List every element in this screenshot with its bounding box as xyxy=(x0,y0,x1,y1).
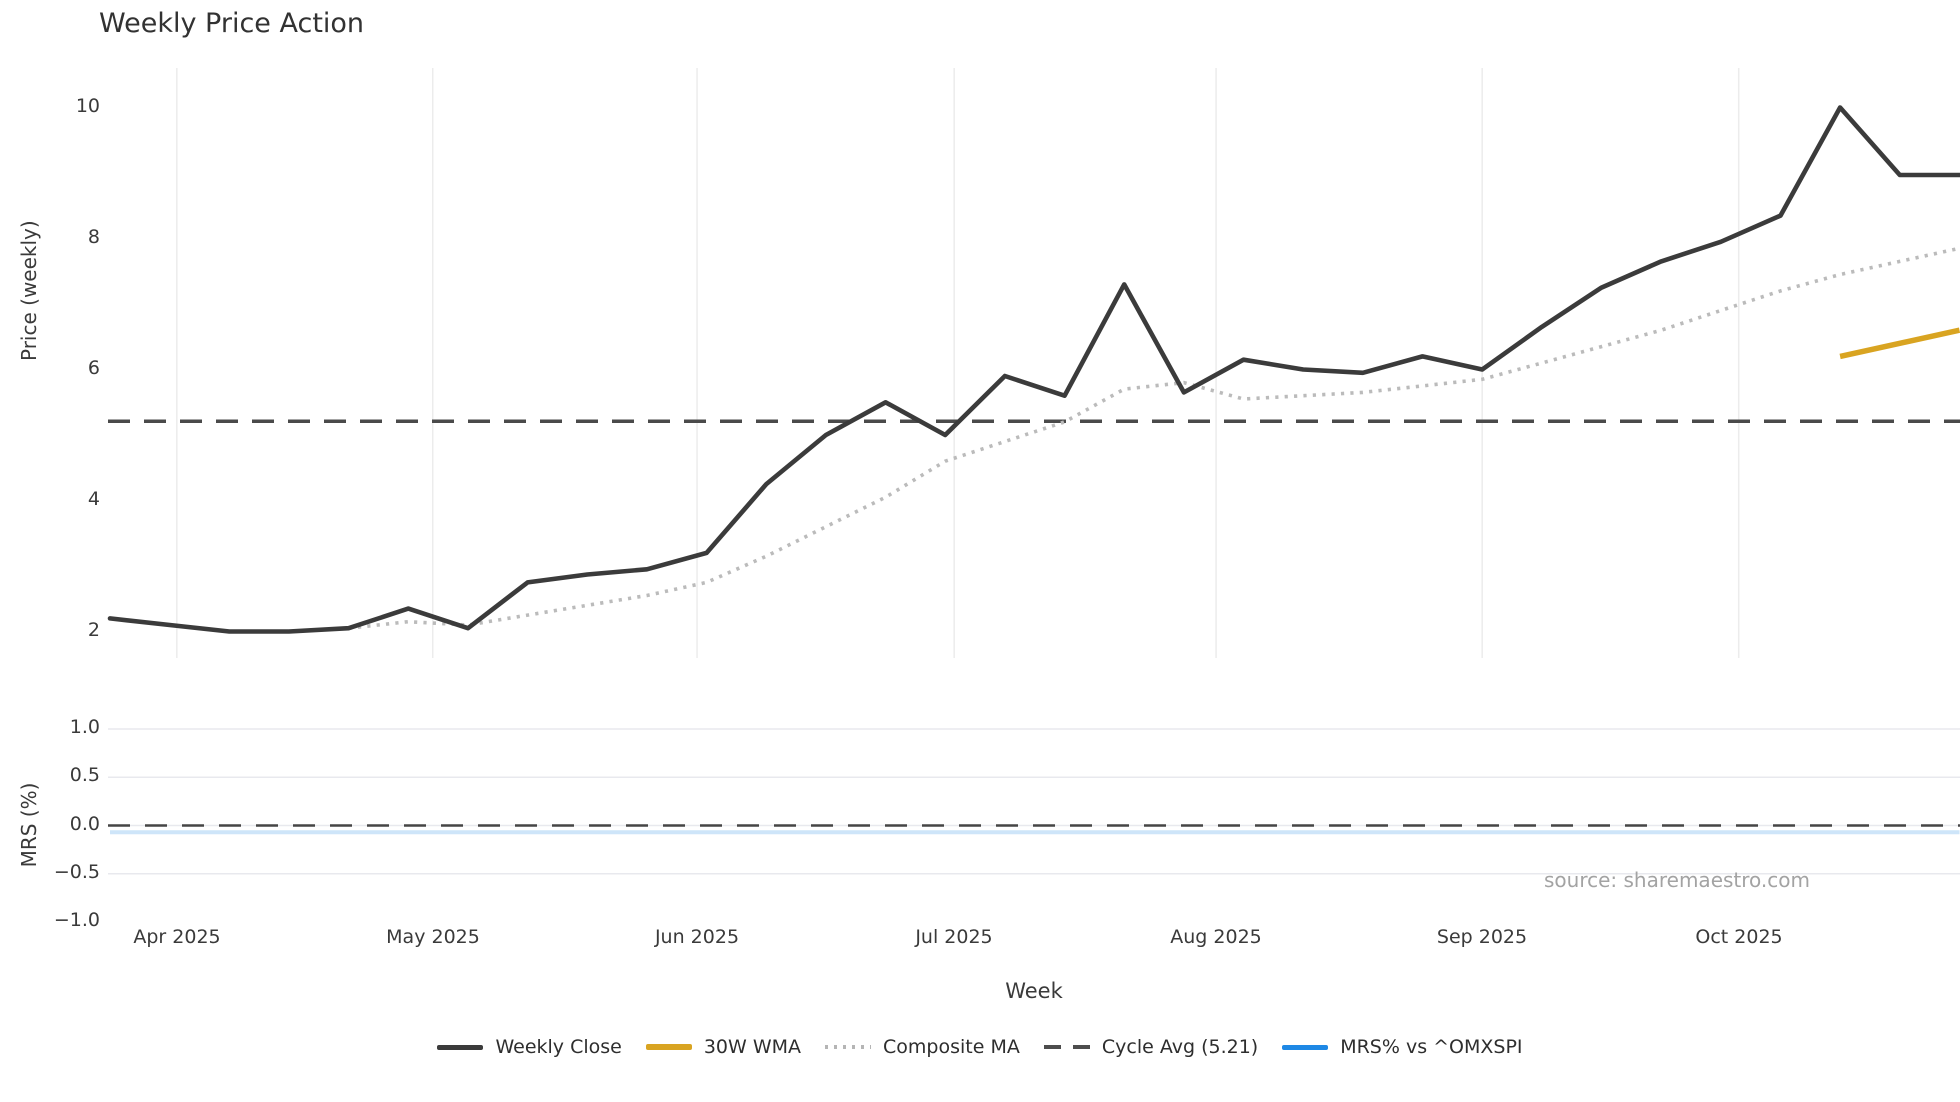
wma-line-swatch-icon xyxy=(645,1044,692,1050)
composite-ma-swatch-icon xyxy=(825,1045,872,1049)
cycle-avg-swatch-icon xyxy=(1043,1045,1090,1049)
legend-label: Weekly Close xyxy=(495,1036,622,1058)
x-tick-jun-2025: Jun 2025 xyxy=(654,926,740,948)
weekly-close-line xyxy=(107,105,1960,634)
legend-item-composite-ma: Composite MA xyxy=(825,1036,1020,1058)
x-tick-may-2025: May 2025 xyxy=(386,926,480,948)
price-tick-6: 6 xyxy=(87,357,100,379)
legend-item-cycle-avg: Cycle Avg (5.21) xyxy=(1043,1036,1259,1058)
mrs-tick-05: 0.5 xyxy=(69,764,100,786)
price-axis-title: Price (weekly) xyxy=(17,220,41,361)
x-tick-aug-2025: Aug 2025 xyxy=(1170,926,1262,948)
mrs-tick-n05: −0.5 xyxy=(53,861,100,883)
legend-item-weekly-close: Weekly Close xyxy=(437,1036,622,1058)
legend-label: Cycle Avg (5.21) xyxy=(1101,1036,1259,1058)
x-tick-apr-2025: Apr 2025 xyxy=(133,926,221,948)
legend: Weekly Close 30W WMA Composite MA Cycle … xyxy=(0,1036,1960,1058)
mrs-line-swatch-icon xyxy=(1282,1044,1329,1050)
composite-ma-line xyxy=(348,246,1960,630)
legend-label: 30W WMA xyxy=(703,1036,802,1058)
page-title: Weekly Price Action xyxy=(99,8,365,39)
mrs-tick-0: 0.0 xyxy=(69,813,100,835)
weekly-close-line-swatch-icon xyxy=(437,1044,484,1050)
x-axis-title: Week xyxy=(1005,979,1063,1003)
mrs-axis-title: MRS (%) xyxy=(17,782,41,868)
x-tick-oct-2025: Oct 2025 xyxy=(1695,926,1783,948)
mrs-tick-1: 1.0 xyxy=(69,716,100,738)
legend-label: MRS% vs ^OMXSPI xyxy=(1340,1036,1523,1058)
wma-30w-line xyxy=(1839,327,1960,360)
x-tick-jul-2025: Jul 2025 xyxy=(915,926,993,948)
legend-item-30w-wma: 30W WMA xyxy=(645,1036,802,1058)
price-tick-8: 8 xyxy=(87,226,100,248)
price-tick-10: 10 xyxy=(75,95,100,117)
mrs-tick-n1: −1.0 xyxy=(53,909,100,931)
legend-item-mrs: MRS% vs ^OMXSPI xyxy=(1282,1036,1523,1058)
legend-label: Composite MA xyxy=(883,1036,1020,1058)
source-note: source: sharemaestro.com xyxy=(1544,868,1810,892)
x-tick-sep-2025: Sep 2025 xyxy=(1436,926,1528,948)
price-tick-4: 4 xyxy=(87,488,100,510)
price-tick-2: 2 xyxy=(87,619,100,641)
